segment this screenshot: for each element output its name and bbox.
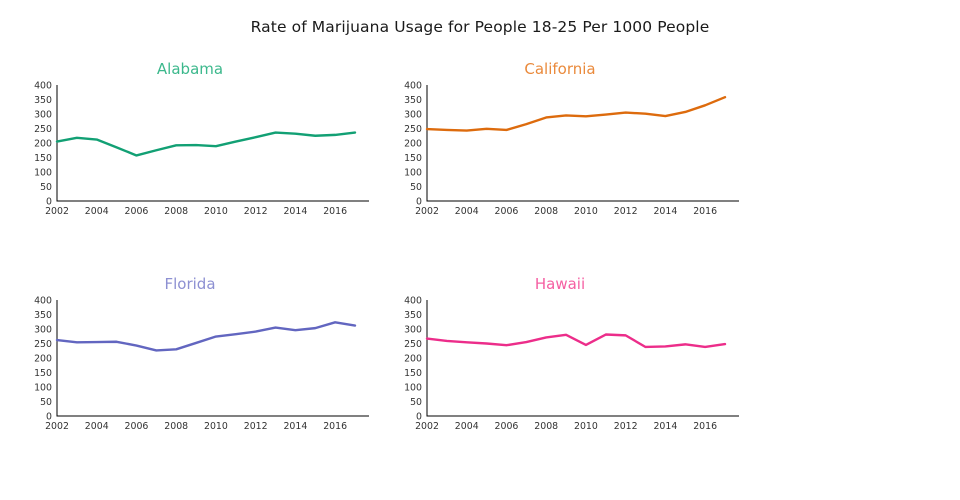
x-tick-label: 2006: [495, 421, 519, 432]
y-tick-label: 400: [404, 295, 422, 306]
y-tick-label: 0: [46, 196, 52, 207]
x-tick-label: 2008: [534, 206, 558, 217]
y-tick-label: 50: [40, 182, 52, 193]
subplot-title-california: California: [524, 60, 596, 78]
y-tick-label: 300: [404, 324, 422, 335]
y-tick-label: 300: [34, 324, 52, 335]
subplot-title-hawaii: Hawaii: [534, 275, 586, 293]
x-tick-label: 2012: [244, 421, 268, 432]
x-tick-label: 2016: [693, 421, 717, 432]
plot-area-hawaii: 0 50 100 150 200 250 300 350 400 2002 2004 2006 2008…: [404, 295, 739, 432]
y-tick-label: 300: [34, 109, 52, 120]
figure-title: Rate of Marijuana Usage for People 18-25…: [250, 18, 710, 36]
series-line-florida: [55, 321, 357, 352]
subplot-hawaii: Hawaii 0 50 100 150 200 250 300 350 400 2002 2004 2…: [390, 275, 770, 440]
x-tick-label: 2010: [204, 421, 228, 432]
x-tick-label: 2016: [323, 206, 347, 217]
x-tick-label: 2016: [323, 421, 347, 432]
y-tick-label: 50: [410, 182, 422, 193]
axis-spines: [426, 85, 739, 202]
y-tick-label: 150: [34, 368, 52, 379]
x-tick-label: 2008: [164, 206, 188, 217]
y-tick-label: 0: [416, 411, 422, 422]
y-tick-label: 200: [34, 353, 52, 364]
x-tick-label: 2014: [653, 206, 677, 217]
x-tick-label: 2002: [45, 421, 69, 432]
subplot-florida: Florida 0 50 100 150 200 250 300 350 400 2002 2004…: [20, 275, 400, 440]
y-tick-label: 300: [404, 109, 422, 120]
x-tick-label: 2010: [204, 206, 228, 217]
y-tick-label: 150: [404, 153, 422, 164]
x-tick-label: 2008: [534, 421, 558, 432]
axis-spines: [56, 300, 369, 417]
y-tick-label: 250: [34, 124, 52, 135]
y-tick-label: 350: [404, 95, 422, 106]
x-tick-label: 2012: [244, 206, 268, 217]
y-tick-label: 350: [34, 95, 52, 106]
y-tick-label: 50: [410, 397, 422, 408]
x-tick-label: 2010: [574, 206, 598, 217]
y-tick-label: 250: [404, 339, 422, 350]
y-tick-label: 100: [34, 167, 52, 178]
x-tick-label: 2012: [614, 206, 638, 217]
y-tick-label: 400: [34, 295, 52, 306]
x-tick-label: 2010: [574, 421, 598, 432]
y-tick-label: 150: [34, 153, 52, 164]
x-tick-label: 2014: [283, 206, 307, 217]
x-tick-label: 2012: [614, 421, 638, 432]
plot-area-california: 0 50 100 150 200 250 300 350 400 2002 2004 2006 2008…: [404, 80, 739, 217]
x-tick-label: 2002: [415, 206, 439, 217]
x-tick-label: 2016: [693, 206, 717, 217]
y-tick-label: 100: [34, 382, 52, 393]
y-tick-label: 200: [404, 138, 422, 149]
series-line-alabama: [55, 131, 357, 157]
y-tick-label: 100: [404, 382, 422, 393]
plot-area-florida: 0 50 100 150 200 250 300 350 400 2002 2004 2006 2008…: [34, 295, 369, 432]
y-tick-label: 100: [404, 167, 422, 178]
x-tick-label: 2004: [455, 421, 479, 432]
y-tick-label: 0: [416, 196, 422, 207]
series-line-california: [425, 95, 727, 132]
y-tick-label: 150: [404, 368, 422, 379]
x-tick-label: 2008: [164, 421, 188, 432]
y-tick-label: 350: [34, 310, 52, 321]
x-tick-label: 2006: [125, 421, 149, 432]
y-tick-label: 250: [404, 124, 422, 135]
y-tick-label: 400: [34, 80, 52, 91]
x-tick-label: 2004: [455, 206, 479, 217]
x-tick-label: 2002: [45, 206, 69, 217]
y-tick-label: 200: [404, 353, 422, 364]
x-tick-label: 2004: [85, 421, 109, 432]
axis-spines: [56, 85, 369, 202]
axis-spines: [426, 300, 739, 417]
y-tick-label: 350: [404, 310, 422, 321]
x-tick-label: 2014: [653, 421, 677, 432]
x-tick-label: 2004: [85, 206, 109, 217]
subplot-title-alabama: Alabama: [156, 60, 224, 78]
y-tick-label: 250: [34, 339, 52, 350]
subplot-california: California 0 50 100 150 200 250 300 350 400 2002 2…: [390, 60, 770, 225]
y-tick-label: 0: [46, 411, 52, 422]
x-tick-label: 2002: [415, 421, 439, 432]
y-tick-label: 50: [40, 397, 52, 408]
x-tick-label: 2006: [125, 206, 149, 217]
subplot-alabama: Alabama 0 50 100 150 200 250 300 350 400 2002 2004…: [20, 60, 400, 225]
y-tick-label: 200: [34, 138, 52, 149]
subplot-title-florida: Florida: [164, 275, 216, 293]
plot-area-alabama: 0 50 100 150 200 250 300 350 400 2002 2004 2006 2008…: [34, 80, 369, 217]
y-tick-label: 400: [404, 80, 422, 91]
x-tick-label: 2006: [495, 206, 519, 217]
x-tick-label: 2014: [283, 421, 307, 432]
series-line-hawaii: [425, 333, 727, 349]
